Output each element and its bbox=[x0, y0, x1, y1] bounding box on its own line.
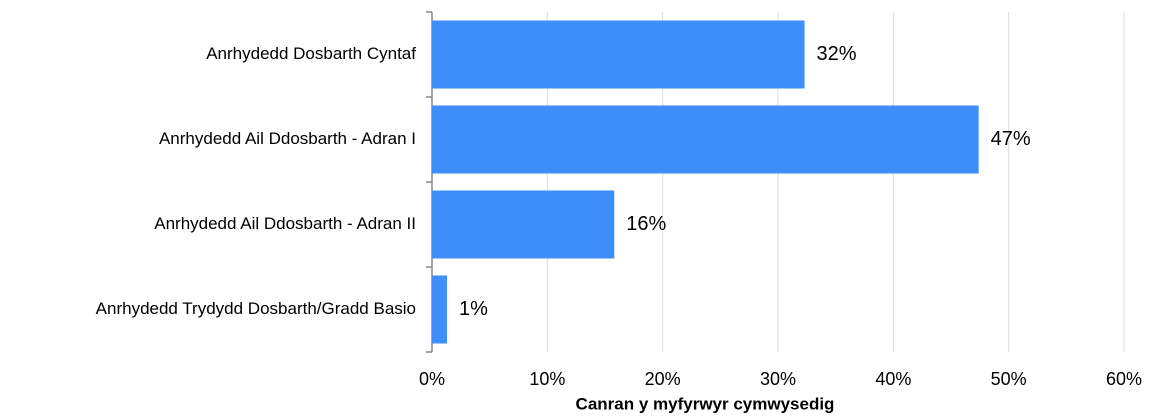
y-tick-label: Anrhydedd Dosbarth Cyntaf bbox=[206, 44, 416, 63]
x-axis-title: Canran y myfyrwyr cymwysedig bbox=[576, 394, 835, 413]
y-tick-label: Anrhydedd Ail Ddosbarth - Adran II bbox=[154, 214, 416, 233]
x-tick-label: 40% bbox=[875, 369, 911, 389]
bar bbox=[432, 190, 615, 259]
x-tick-label: 30% bbox=[760, 369, 796, 389]
x-tick-label: 50% bbox=[991, 369, 1027, 389]
y-tick-label: Anrhydedd Ail Ddosbarth - Adran I bbox=[159, 129, 416, 148]
value-label: 47% bbox=[991, 128, 1031, 150]
x-tick-label: 0% bbox=[419, 369, 445, 389]
value-label: 1% bbox=[459, 298, 488, 320]
x-tick-label: 10% bbox=[529, 369, 565, 389]
bar bbox=[432, 105, 979, 174]
value-label: 16% bbox=[626, 213, 666, 235]
y-tick-label: Anrhydedd Trydydd Dosbarth/Gradd Basio bbox=[96, 299, 416, 318]
bar bbox=[432, 275, 447, 344]
bar bbox=[432, 20, 805, 89]
value-label: 32% bbox=[817, 43, 857, 65]
x-tick-label: 60% bbox=[1106, 369, 1142, 389]
x-tick-label: 20% bbox=[645, 369, 681, 389]
